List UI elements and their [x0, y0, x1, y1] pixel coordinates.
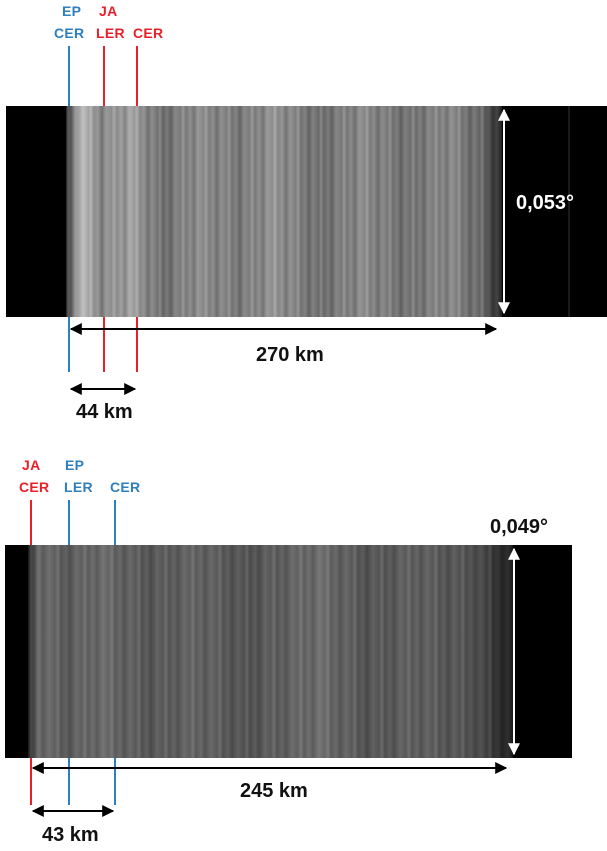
p2-label-ep: EP — [65, 457, 85, 473]
p1-width-label: 270 km — [256, 344, 324, 366]
p2-label-ja: JA — [22, 457, 41, 473]
p2-width-label: 245 km — [240, 780, 308, 802]
p1-image-texture — [66, 106, 502, 317]
p2-label-cer-blue: CER — [110, 479, 141, 495]
p1-label-cer-red: CER — [133, 25, 164, 41]
p1-faint-line — [568, 106, 570, 317]
p1-label-ja: JA — [99, 3, 118, 19]
p1-label-ler-red: LER — [96, 25, 125, 41]
p1-label-cer-blue: CER — [54, 25, 85, 41]
p2-label-cer-red: CER — [19, 479, 50, 495]
p2-image-texture — [28, 545, 513, 758]
p1-angle-label: 0,053° — [516, 192, 575, 214]
p1-label-ep: EP — [62, 3, 82, 19]
p1-small-width-label: 44 km — [76, 401, 133, 423]
p2-image — [5, 545, 572, 758]
p2-angle-label: 0,049° — [490, 516, 549, 538]
p2-label-ler-blue: LER — [64, 479, 93, 495]
p2-small-width-label: 43 km — [42, 824, 99, 846]
